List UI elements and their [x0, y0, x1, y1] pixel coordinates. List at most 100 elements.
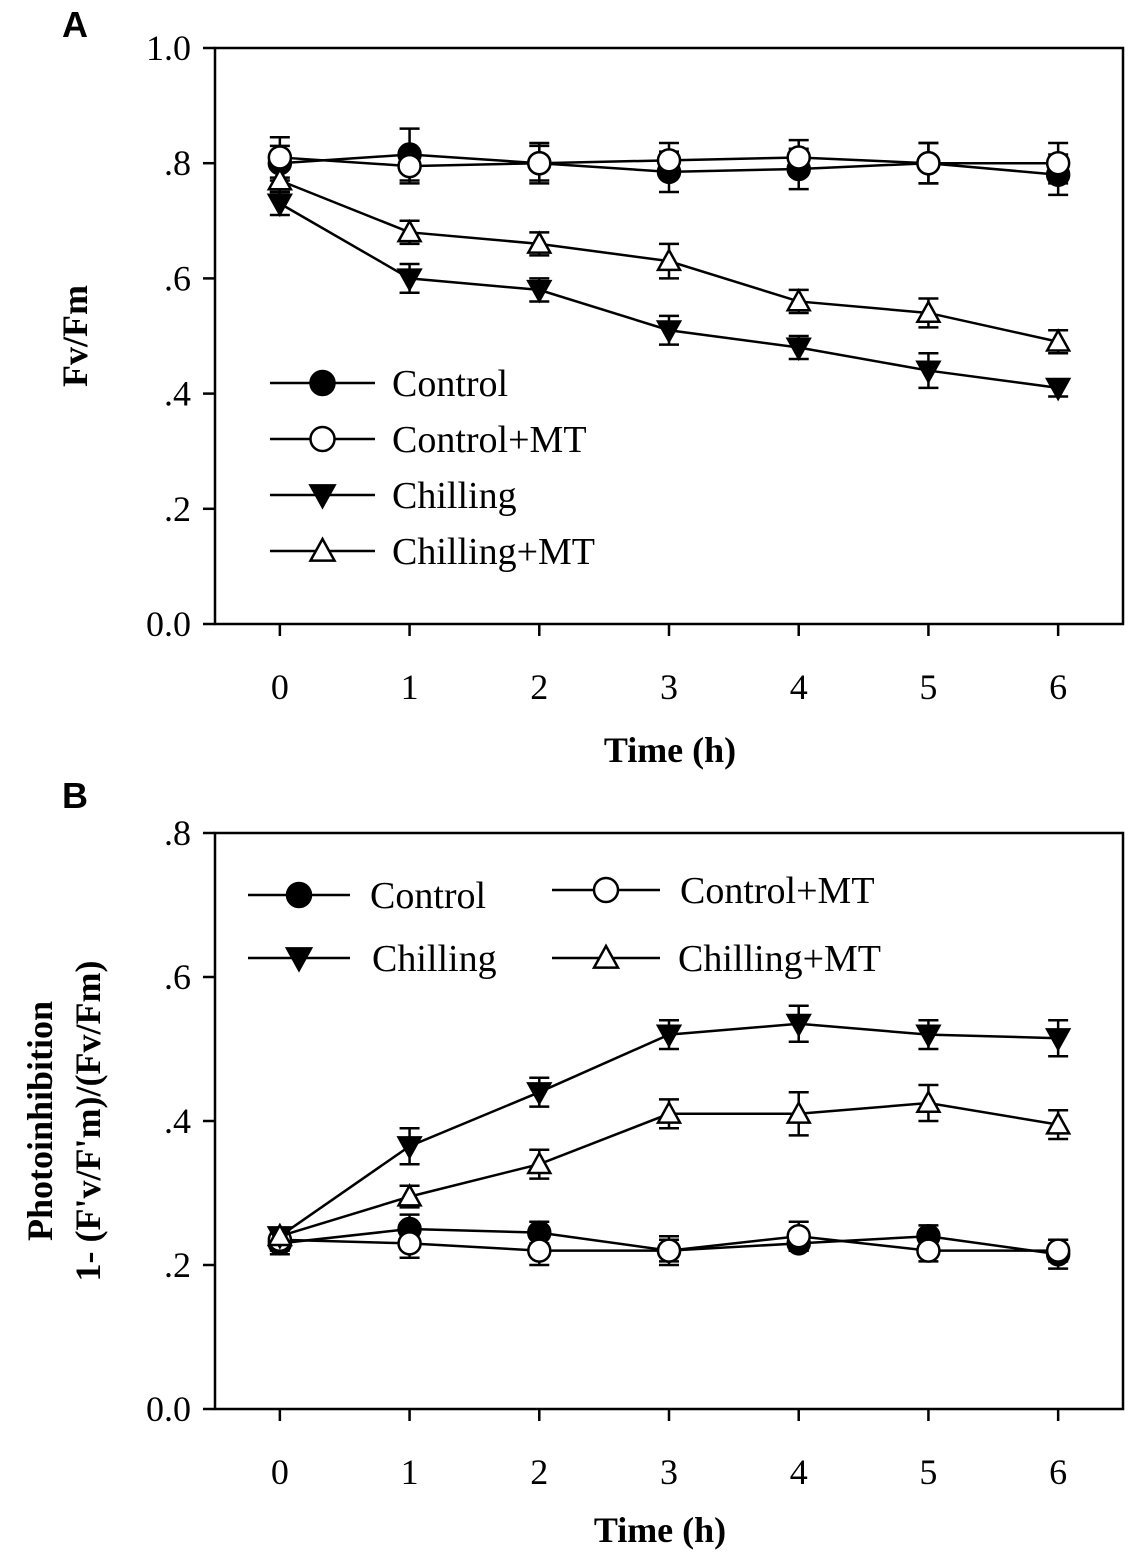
panel-b-x-tick-label: 0	[271, 1452, 289, 1492]
panel-a-point-control-mt	[656, 148, 682, 173]
panel-b-point-chilling-mt	[396, 1183, 423, 1207]
panel-a-x-ticks: 0 1 2 3 4 5 6	[271, 624, 1067, 707]
panel-a-point-chilling	[1045, 377, 1072, 402]
panel-a-legend-label-control-mt: Control+MT	[392, 419, 587, 461]
panel-a-y-tick-label: .4	[164, 374, 191, 414]
panel-b-point-chilling-mt	[655, 1100, 683, 1124]
panel-a-x-tick-label: 5	[919, 667, 937, 707]
panel-a-point-chilling-mt	[915, 299, 942, 324]
panel-a-point-chilling-mt	[266, 166, 293, 191]
panel-b-legend-label-chilling: Chilling	[372, 938, 497, 980]
panel-a-legend-marker-chilling-mt	[308, 536, 337, 562]
panel-a-legend: Control Control+MT Chilling Chilling+MT	[270, 363, 595, 573]
panel-b-letter: B	[62, 775, 88, 816]
panel-a-series-chilling	[266, 190, 1072, 402]
panel-a-legend-marker-control	[309, 369, 336, 397]
panel-a-line-chilling	[279, 202, 1059, 390]
panel-b-point-chilling-mt	[266, 1222, 293, 1247]
panel-a-y-axis-title: Fv/Fm	[55, 285, 95, 387]
panel-b-y-axis-title-line-1: Photoinhibition	[20, 1001, 60, 1241]
panel-a-point-chilling	[915, 360, 942, 385]
panel-b-y-ticks: 0.0 .2 .4 .6 .8	[146, 813, 215, 1429]
panel-b-line-chilling	[279, 1022, 1059, 1238]
panel-b-y-tick-label: .4	[164, 1101, 191, 1141]
panel-b-point-control-mt	[397, 1231, 422, 1256]
panel-b-point-chilling	[785, 1013, 812, 1038]
panel-a-letter: A	[62, 4, 88, 45]
panel-b-y-axis-title-line-2: 1- (F'v/F'm)/(Fv/Fm)	[68, 961, 108, 1282]
panel-b-series-control-mt	[267, 1220, 1071, 1267]
panel-b-point-control-mt	[656, 1238, 682, 1263]
panel-b-legend-label-chilling-mt: Chilling+MT	[678, 938, 881, 980]
panel-b-point-chilling	[396, 1136, 423, 1160]
panel-b-legend: Control Control+MT Chilling Chilling+MT	[248, 870, 881, 980]
panel-a-y-tick-label: .6	[164, 258, 191, 298]
panel-a-legend-item-control-mt: Control+MT	[270, 419, 587, 461]
panel-a-y-tick-label: .2	[164, 489, 191, 529]
panel-a-x-tick-label: 2	[530, 667, 548, 707]
panel-a-point-chilling	[526, 279, 553, 304]
panel-a-x-tick-label: 4	[790, 667, 808, 707]
panel-a-y-tick-label: 1.0	[146, 28, 191, 68]
panel-b-y-tick-label: .8	[164, 813, 191, 853]
panel-b-x-tick-label: 4	[790, 1452, 808, 1492]
panel-b-legend-marker-control-mt	[592, 876, 620, 904]
panel-b-point-chilling-mt	[785, 1100, 812, 1124]
panel-b-point-chilling	[526, 1082, 553, 1106]
panel-b-x-tick-label: 6	[1049, 1452, 1067, 1492]
panel-a-y-tick-label: .8	[164, 143, 191, 183]
panel-a-legend-label-chilling-mt: Chilling+MT	[392, 531, 595, 573]
panel-b-legend-marker-chilling-mt	[591, 943, 621, 969]
panel-b-legend-marker-chilling	[284, 947, 314, 973]
panel-b-point-control-mt	[1045, 1238, 1071, 1263]
panel-b-point-chilling-mt	[1045, 1111, 1072, 1135]
panel-b: B Photoinhibition 1- (F'v/F'm)/(Fv/Fm) T…	[20, 775, 1125, 1550]
panel-a-legend-label-chilling: Chilling	[392, 475, 517, 517]
panel-b-legend-label-control-mt: Control+MT	[680, 870, 875, 912]
panel-b-point-chilling	[655, 1024, 683, 1049]
panel-b-y-tick-label: 0.0	[146, 1389, 191, 1429]
panel-a-point-control-mt	[916, 150, 941, 176]
panel-b-point-chilling	[1045, 1028, 1072, 1052]
panel-a-x-tick-label: 1	[401, 667, 419, 707]
panel-a-point-chilling-mt	[655, 247, 683, 272]
panel-b-legend-label-control: Control	[370, 875, 486, 917]
panel-b-legend-marker-control	[285, 881, 313, 909]
panel-a-legend-item-control: Control	[270, 363, 508, 405]
panel-b-series-chilling-mt	[266, 1083, 1072, 1247]
panel-a-point-chilling-mt	[526, 230, 553, 254]
panel-b-legend-item-control: Control	[248, 875, 486, 917]
panel-b-series	[266, 1004, 1072, 1270]
panel-a-point-chilling-mt	[396, 218, 423, 243]
panel-a-y-tick-label: 0.0	[146, 604, 191, 644]
panel-a-point-control-mt	[786, 145, 811, 170]
panel-a-x-tick-label: 3	[660, 667, 678, 707]
panel-b-x-tick-label: 1	[401, 1452, 419, 1492]
panel-b-point-chilling-mt	[915, 1089, 942, 1114]
panel-a-series	[266, 127, 1072, 402]
panel-b-legend-item-control-mt: Control+MT	[552, 870, 875, 912]
panel-b-x-tick-label: 3	[660, 1452, 678, 1492]
panel-a-x-axis-title: Time (h)	[604, 730, 736, 770]
panel-a-point-chilling-mt	[1045, 328, 1072, 352]
panel-b-legend-item-chilling-mt: Chilling+MT	[552, 938, 881, 980]
panel-a-x-tick-label: 0	[271, 667, 289, 707]
panel-a-legend-marker-chilling	[308, 484, 337, 510]
panel-a-point-control-mt	[527, 150, 552, 176]
panel-a-point-chilling	[396, 268, 423, 292]
panel-a-x-tick-label: 6	[1049, 667, 1067, 707]
panel-a-y-ticks: 0.0 .2 .4 .6 .8 1.0	[146, 28, 215, 644]
panel-b-y-tick-label: .2	[164, 1245, 191, 1285]
panel-b-series-chilling	[266, 1004, 1072, 1250]
panel-a-point-control-mt	[1045, 150, 1071, 176]
panel-b-x-ticks: 0 1 2 3 4 5 6	[271, 1409, 1067, 1492]
panel-a-legend-label-control: Control	[392, 363, 508, 405]
panel-a-point-chilling	[785, 337, 812, 362]
panel-a-point-chilling-mt	[785, 287, 812, 312]
panel-b-point-control-mt	[786, 1223, 811, 1249]
panel-a-point-control-mt	[397, 153, 422, 179]
panel-a-point-chilling	[655, 320, 683, 344]
panel-a-legend-marker-control-mt	[309, 425, 336, 453]
